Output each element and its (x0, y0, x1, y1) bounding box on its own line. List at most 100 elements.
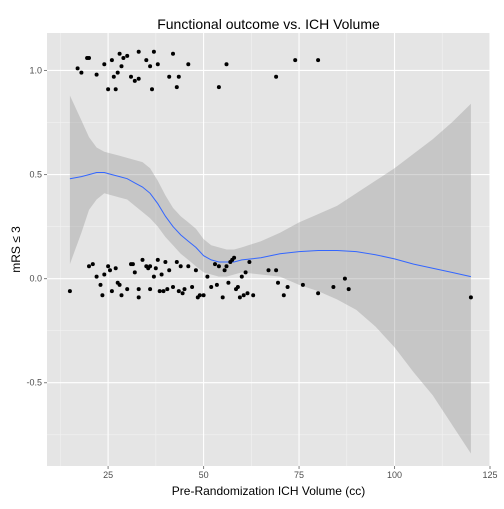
data-point (222, 268, 227, 273)
data-point (136, 76, 141, 81)
data-point (167, 74, 172, 79)
data-point (220, 295, 225, 300)
data-point (155, 257, 160, 262)
data-point (67, 289, 72, 294)
data-point (197, 293, 202, 298)
data-point (161, 289, 166, 294)
data-point (186, 264, 191, 269)
data-point (90, 262, 95, 267)
data-point (216, 85, 221, 90)
data-point (148, 287, 153, 292)
data-point (155, 62, 160, 67)
data-point (87, 264, 91, 269)
data-point (182, 287, 187, 292)
data-point (106, 264, 111, 269)
data-point (102, 62, 107, 67)
data-point (209, 285, 214, 289)
data-point (331, 285, 336, 289)
data-point (239, 274, 244, 279)
data-point (117, 51, 122, 56)
data-point (274, 74, 279, 79)
data-point (129, 74, 133, 79)
data-point (247, 260, 252, 264)
plot-panel (47, 33, 490, 466)
data-point (144, 58, 149, 63)
data-point (171, 51, 175, 56)
y-axis: -0.5 0.0 0.5 1.0 (26, 65, 47, 388)
data-point (98, 282, 103, 287)
chart-title: Functional outcome vs. ICH Volume (157, 16, 380, 32)
data-point (293, 58, 298, 63)
data-point (119, 64, 124, 69)
data-point (190, 285, 195, 289)
data-point (121, 56, 126, 60)
data-point (346, 287, 351, 292)
data-point (136, 49, 141, 54)
data-point (100, 293, 105, 298)
data-point (119, 293, 124, 298)
data-point (245, 291, 250, 296)
data-point (109, 289, 114, 294)
data-point (224, 62, 229, 67)
data-point (174, 85, 179, 90)
y-tick-label: -0.5 (26, 378, 42, 388)
grid-minor (47, 33, 490, 466)
data-point (235, 285, 240, 289)
data-point (237, 295, 242, 300)
y-tick-label: 1.0 (29, 65, 42, 75)
data-point (151, 274, 156, 279)
data-point (468, 295, 473, 300)
data-point (94, 274, 99, 279)
data-point (113, 87, 118, 92)
data-point (342, 276, 347, 281)
x-axis: 25 50 75 100 125 (103, 466, 498, 480)
data-point (241, 293, 246, 298)
data-point (159, 272, 164, 277)
data-point (201, 293, 206, 298)
data-point (205, 274, 210, 279)
smooth-line-layer (69, 172, 472, 278)
data-point (193, 268, 198, 273)
x-axis-title: Pre-Randomization ICH Volume (cc) (172, 484, 365, 498)
data-point (180, 291, 185, 296)
data-point (176, 74, 181, 79)
data-point (113, 266, 118, 271)
data-point (79, 70, 84, 75)
confidence-band-layer (69, 95, 471, 454)
data-point (132, 270, 137, 275)
x-tick-label: 25 (103, 470, 113, 480)
data-point (148, 64, 153, 69)
data-point (274, 268, 279, 273)
data-point (224, 264, 229, 269)
data-point (251, 293, 256, 298)
data-point (109, 58, 114, 63)
data-point (178, 264, 183, 269)
data-point (125, 287, 130, 292)
data-point (115, 70, 120, 75)
data-point (148, 264, 153, 269)
data-point (213, 262, 217, 267)
x-tick-label: 125 (482, 470, 497, 480)
data-point (136, 295, 141, 300)
data-point (266, 268, 271, 273)
y-axis-title: mRS ≤ 3 (9, 226, 23, 273)
data-point (316, 291, 321, 296)
data-point (130, 262, 135, 267)
data-point (226, 280, 231, 285)
data-point (232, 255, 237, 260)
data-point (150, 87, 154, 92)
data-point (186, 62, 191, 67)
data-point (117, 282, 122, 287)
data-point (300, 282, 305, 287)
y-tick-label: 0.5 (29, 170, 42, 180)
data-point (132, 78, 137, 83)
data-point (176, 289, 181, 294)
data-point (157, 289, 162, 294)
data-point (174, 260, 179, 264)
y-tick-label: 0.0 (29, 274, 42, 284)
data-point (316, 58, 321, 63)
confidence-band (69, 95, 471, 454)
data-point (151, 49, 156, 54)
